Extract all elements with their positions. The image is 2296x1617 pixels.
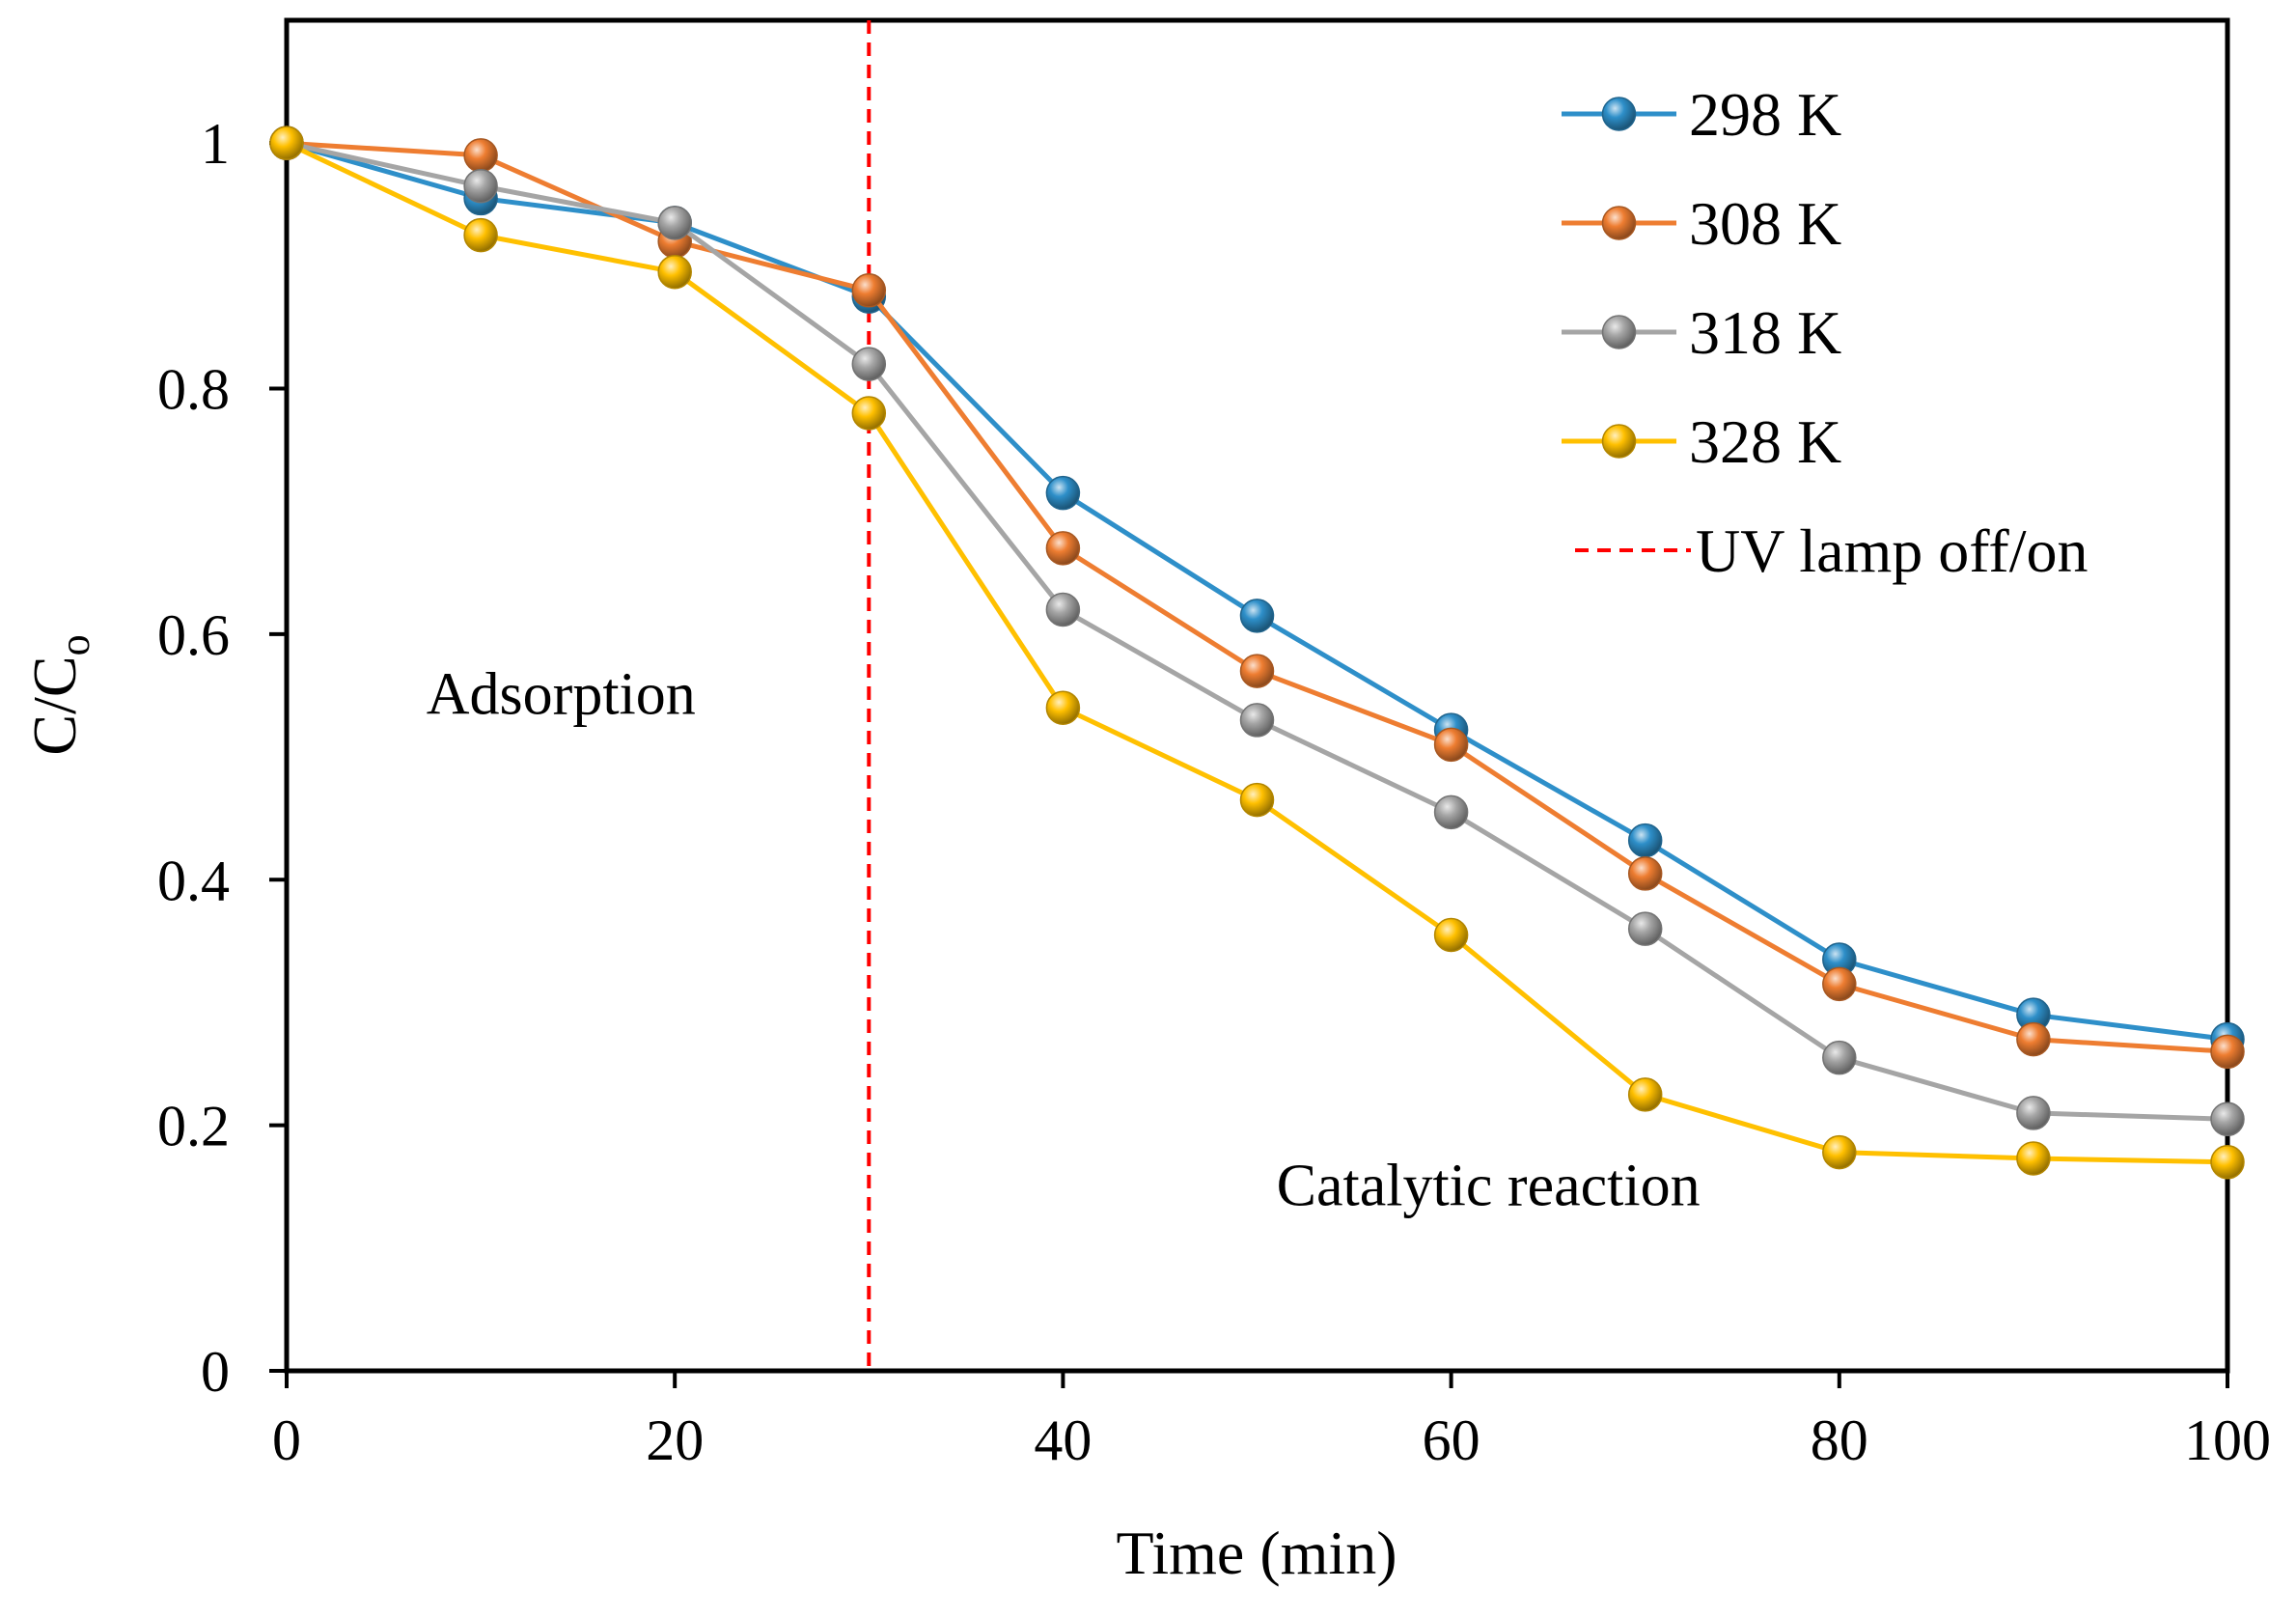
y-tick-label: 0.8 [157,358,230,422]
data-point-298-k [1045,475,1081,511]
data-point-308-k [1045,531,1081,566]
legend-label: 318 K [1689,298,1841,367]
data-point-318-k [851,347,887,381]
legend-swatch-marker [1601,206,1637,240]
legend: 298 K 308 K 318 K 328 K UV lamp off/on [1562,80,2089,585]
data-point-308-k [463,138,498,173]
data-point-328-k [1627,1077,1663,1112]
y-tick-label: 1 [201,112,230,176]
data-point-328-k [1822,1134,1857,1170]
data-point-308-k [851,273,887,308]
x-tick-label: 60 [1423,1408,1480,1472]
x-axis-ticks: 0 20 40 60 80 100 [272,1371,2271,1472]
x-tick-label: 20 [646,1408,704,1472]
legend-label: 328 K [1689,407,1841,476]
legend-label: 308 K [1689,189,1841,258]
legend-item-328-k: 328 K [1562,407,1841,476]
data-point-328-k [2016,1141,2051,1176]
legend-item-uv-lamp: UV lamp off/on [1575,516,2089,585]
data-point-318-k [1433,795,1469,830]
x-tick-label: 100 [2184,1408,2271,1472]
data-point-328-k [269,125,304,160]
y-tick-label: 0 [201,1340,230,1404]
data-point-328-k [1433,917,1469,953]
data-point-308-k [2016,1021,2051,1057]
legend-item-298-k: 298 K [1562,80,1841,149]
data-point-328-k [1239,782,1275,818]
data-point-308-k [1239,654,1275,688]
annotation-adsorption: Adsorption [427,662,696,728]
data-point-308-k [2210,1034,2245,1070]
data-point-318-k [463,168,498,204]
data-point-308-k [1822,966,1857,1002]
legend-swatch-marker [1601,315,1637,349]
plot-area-frame [284,17,2230,1374]
data-point-298-k [1239,599,1275,633]
data-point-328-k [657,254,692,290]
data-point-318-k [1239,703,1275,738]
data-point-308-k [1433,727,1469,763]
data-point-298-k [1627,822,1663,858]
y-axis-title-subscript: o [51,634,98,655]
x-tick-label: 40 [1034,1408,1092,1472]
data-point-318-k [2016,1096,2051,1130]
legend-swatch-marker [1601,424,1637,459]
y-axis-title: C/Co [20,634,98,755]
legend-label: 298 K [1689,80,1841,149]
y-tick-label: 0.2 [157,1095,230,1158]
data-point-328-k [463,217,498,253]
data-point-328-k [1045,690,1081,725]
data-point-328-k [2210,1145,2245,1180]
legend-swatch-marker [1601,97,1637,131]
data-point-318-k [2210,1101,2245,1137]
y-axis-title-main: C/C [20,655,89,755]
y-tick-label: 0.4 [157,849,230,912]
series-328-k [269,125,2245,1180]
data-point-318-k [657,206,692,240]
data-point-328-k [851,396,887,431]
y-tick-label: 0.6 [157,603,230,667]
data-point-318-k [1045,592,1081,627]
x-axis-title: Time (min) [1117,1519,1397,1587]
annotation-catalytic-reaction: Catalytic reaction [1277,1153,1701,1218]
data-point-318-k [1822,1040,1857,1075]
series-group [269,125,2245,1180]
legend-item-308-k: 308 K [1562,189,1841,258]
data-point-318-k [1627,911,1663,946]
legend-item-318-k: 318 K [1562,298,1841,367]
legend-label: UV lamp off/on [1696,516,2089,585]
y-axis-ticks: 0 0.2 0.4 0.6 0.8 1 [157,112,287,1404]
x-tick-label: 80 [1811,1408,1868,1472]
x-tick-label: 0 [272,1408,301,1472]
data-point-308-k [1627,856,1663,891]
